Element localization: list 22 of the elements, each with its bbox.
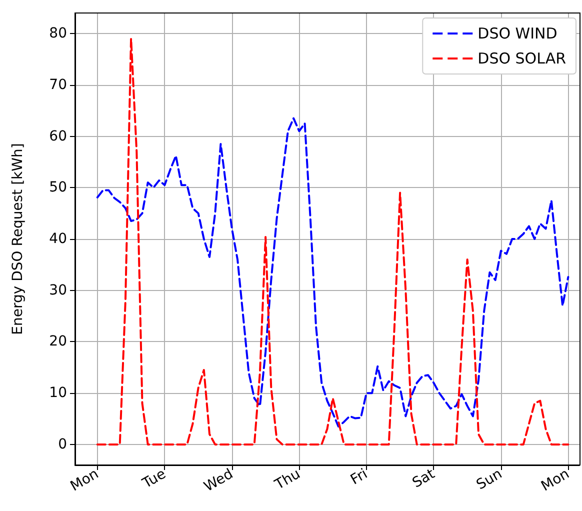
legend-label: DSO SOLAR (478, 50, 566, 68)
x-tick-label: Mon (538, 466, 572, 495)
y-tick-label: 40 (49, 231, 67, 247)
line-series (96, 38, 570, 446)
x-tick-label: Sun (474, 466, 505, 494)
y-tick-label: 70 (49, 76, 67, 93)
legend-label: DSO WIND (478, 24, 558, 42)
x-tick-label: Thu (272, 466, 304, 494)
y-tick-label: 60 (49, 128, 67, 144)
line-series (96, 117, 570, 428)
y-tick-label: 30 (49, 282, 67, 298)
y-tick-label: 0 (58, 436, 67, 452)
y-tick-label: 80 (49, 26, 67, 42)
y-axis-title: Energy DSO Request [kWh] (10, 143, 26, 335)
x-tick-label: Wed (202, 466, 236, 496)
x-tick-label: Tue (139, 466, 169, 492)
x-tick-label: Fri (348, 466, 370, 488)
x-tick-label: Sat (410, 466, 438, 492)
y-tick-label: 50 (49, 180, 67, 196)
y-tick-label: 10 (49, 385, 67, 402)
y-tick-label: 20 (49, 334, 67, 350)
x-tick-label: Mon (68, 466, 102, 495)
